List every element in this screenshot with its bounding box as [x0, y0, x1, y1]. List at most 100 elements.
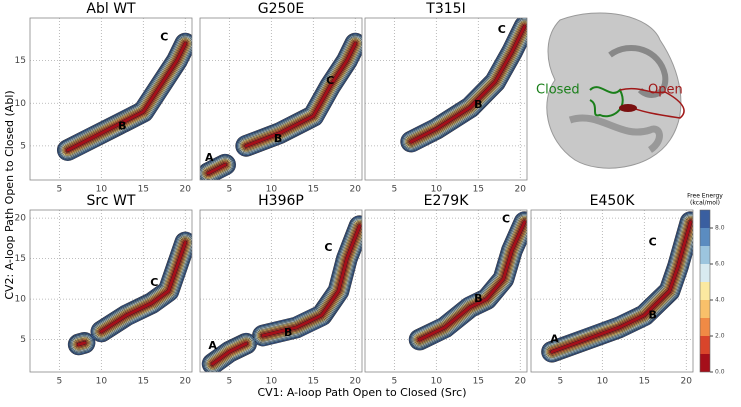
x-tick-label: 10: [96, 377, 108, 387]
x-tick-label: 15: [473, 185, 484, 195]
x-tick-label: 15: [308, 377, 319, 387]
x-tick-label: 5: [392, 185, 398, 195]
panel-frame: [29, 17, 193, 181]
x-tick-label: 5: [227, 185, 233, 195]
plot-area: [408, 211, 527, 351]
y-tick-label: 5: [20, 141, 26, 151]
x-tick-label: 15: [473, 377, 484, 387]
colorbar-band: [700, 246, 710, 264]
annotation: C: [160, 31, 168, 44]
x-tick-label: 10: [431, 377, 443, 387]
annotation: A: [550, 333, 559, 346]
contour-band: [206, 42, 357, 175]
panel-frame: [29, 209, 193, 373]
x-tick-label: 20: [180, 377, 192, 387]
plot-area: [400, 18, 527, 153]
annotation: B: [118, 119, 126, 132]
x-axis-label: CV1: A-loop Path Open to Closed (Src): [257, 386, 466, 399]
x-tick-label: 15: [138, 377, 149, 387]
contour-band: [200, 33, 362, 180]
panel-title: E450K: [590, 193, 636, 209]
panel-title: T315I: [425, 1, 465, 17]
annotation: B: [474, 98, 482, 111]
contour-band: [550, 220, 692, 354]
plot-area: [200, 32, 362, 180]
x-tick-label: 5: [558, 377, 564, 387]
annotation: C: [649, 235, 657, 248]
x-tick-label: 15: [308, 185, 319, 195]
x-tick-label: 15: [138, 185, 149, 195]
y-axis-label: CV2: A-loop Path Open to Closed (Abl): [3, 90, 16, 299]
x-tick-label: 5: [392, 377, 398, 387]
colorbar-tick-label: 2.0: [715, 333, 725, 340]
plot-area: [201, 215, 362, 372]
x-tick-label: 10: [266, 185, 278, 195]
protein-image: Closed Open: [536, 12, 685, 169]
panel-frame: [364, 209, 528, 373]
panel-frame: [199, 209, 363, 373]
colorbar-tick-label: 8.0: [715, 225, 725, 232]
x-tick-label: 10: [96, 185, 108, 195]
y-tick-label: 5: [20, 335, 26, 345]
y-tick-label: 15: [15, 254, 26, 264]
annotation: B: [474, 292, 482, 305]
colorbar-frame: [699, 209, 711, 373]
panel-frame: [199, 17, 363, 181]
closed-label: Closed: [536, 83, 580, 98]
y-tick-label: 20: [15, 214, 27, 224]
colorbar-band: [700, 210, 710, 228]
x-tick-label: 20: [515, 377, 527, 387]
x-tick-label: 20: [681, 377, 693, 387]
panel-title: Abl WT: [86, 1, 136, 17]
contour-band: [66, 42, 187, 152]
contour-band: [409, 25, 526, 144]
x-tick-label: 5: [227, 377, 233, 387]
panel-title: Src WT: [87, 193, 136, 209]
open-loop: [619, 87, 685, 119]
colorbar-title: Free Energy: [687, 193, 723, 200]
colorbar-title: (kcal/mol): [690, 200, 720, 207]
annotation: C: [498, 23, 506, 36]
panel-title: H396P: [258, 193, 304, 209]
x-tick-label: 20: [350, 185, 362, 195]
y-tick-label: 10: [15, 99, 27, 109]
colorbar-band: [700, 228, 710, 246]
x-tick-label: 20: [350, 377, 362, 387]
colorbar-band: [700, 300, 710, 318]
colorbar-band: [700, 282, 710, 300]
x-tick-label: 20: [515, 185, 527, 195]
plot-area: [67, 231, 192, 356]
annotation: C: [326, 74, 334, 87]
contour-band: [403, 18, 527, 150]
panel-title: E279K: [424, 193, 470, 209]
helix: [568, 114, 663, 153]
helix: [608, 44, 669, 98]
annotation: B: [274, 132, 282, 145]
x-tick-label: 10: [266, 377, 278, 387]
colorbar-tick-label: 0.0: [715, 369, 725, 376]
panel-frame: [364, 17, 528, 181]
colorbar-band: [700, 318, 710, 336]
closed-loop: [589, 86, 624, 118]
x-tick-label: 15: [639, 377, 650, 387]
colorbar-tick-label: 6.0: [715, 261, 725, 268]
x-tick-label: 10: [597, 377, 609, 387]
annotation: C: [150, 276, 158, 289]
y-tick-label: 15: [15, 56, 26, 66]
x-tick-label: 5: [57, 377, 63, 387]
contour-band: [418, 220, 526, 342]
annotation: B: [649, 308, 657, 321]
colorbar-band: [700, 264, 710, 282]
panel-frame: [530, 209, 694, 373]
plot-area: [541, 211, 693, 363]
colorbar-band: [700, 354, 710, 372]
annotation: B: [284, 326, 292, 339]
contour-band: [77, 240, 187, 346]
annotation: A: [205, 151, 214, 164]
x-tick-label: 10: [431, 185, 443, 195]
loop-core: [619, 104, 637, 112]
annotation: A: [208, 339, 217, 352]
open-label: Open: [648, 83, 683, 98]
contour-band: [211, 224, 361, 366]
